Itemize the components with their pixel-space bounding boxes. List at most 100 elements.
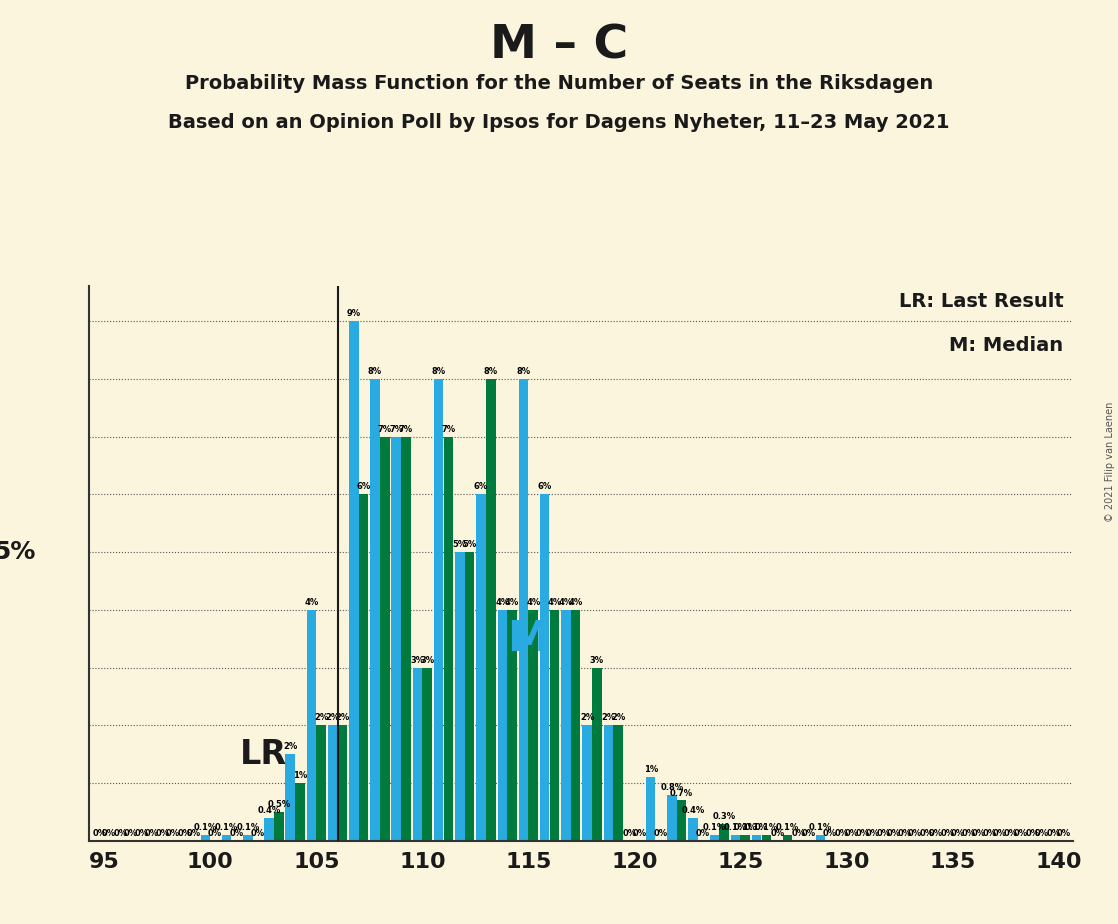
Bar: [667, 795, 676, 841]
Bar: [264, 818, 274, 841]
Text: 0.1%: 0.1%: [808, 823, 832, 833]
Text: 0%: 0%: [208, 829, 222, 838]
Text: M: Median: M: Median: [949, 336, 1063, 356]
Text: 0.4%: 0.4%: [682, 806, 704, 815]
Text: 4%: 4%: [569, 598, 582, 607]
Text: 0.1%: 0.1%: [733, 823, 757, 833]
Text: Based on an Opinion Poll by Ipsos for Dagens Nyheter, 11–23 May 2021: Based on an Opinion Poll by Ipsos for Da…: [168, 113, 950, 132]
Text: 0%: 0%: [155, 829, 170, 838]
Bar: [752, 835, 761, 841]
Text: 2%: 2%: [601, 713, 615, 723]
Text: 0%: 0%: [770, 829, 785, 838]
Text: 6%: 6%: [538, 482, 552, 492]
Text: 0%: 0%: [919, 829, 934, 838]
Text: 0.1%: 0.1%: [215, 823, 238, 833]
Text: 0%: 0%: [983, 829, 997, 838]
Text: 0%: 0%: [144, 829, 159, 838]
Text: M: M: [508, 618, 549, 660]
Text: 1%: 1%: [644, 765, 657, 774]
Text: 0.1%: 0.1%: [776, 823, 799, 833]
Text: 2%: 2%: [325, 713, 340, 723]
Text: 0%: 0%: [940, 829, 955, 838]
Bar: [200, 835, 210, 841]
Text: © 2021 Filip van Laenen: © 2021 Filip van Laenen: [1105, 402, 1115, 522]
Text: 0.1%: 0.1%: [745, 823, 768, 833]
Bar: [359, 494, 368, 841]
Bar: [349, 322, 359, 841]
Text: 0%: 0%: [961, 829, 976, 838]
Bar: [476, 494, 486, 841]
Text: 0%: 0%: [229, 829, 244, 838]
Text: 8%: 8%: [368, 367, 382, 376]
Bar: [444, 437, 453, 841]
Text: 0.3%: 0.3%: [712, 811, 736, 821]
Text: 1%: 1%: [293, 772, 307, 780]
Text: 0%: 0%: [834, 829, 849, 838]
Text: 8%: 8%: [432, 367, 446, 376]
Bar: [529, 610, 538, 841]
Text: 0%: 0%: [972, 829, 986, 838]
Text: 0.1%: 0.1%: [193, 823, 217, 833]
Text: 5%: 5%: [463, 541, 476, 549]
Text: 0.4%: 0.4%: [257, 806, 281, 815]
Text: 0%: 0%: [898, 829, 912, 838]
Text: 4%: 4%: [548, 598, 561, 607]
Text: 0%: 0%: [950, 829, 965, 838]
Bar: [423, 667, 432, 841]
Text: 7%: 7%: [378, 425, 392, 433]
Text: 2%: 2%: [314, 713, 329, 723]
Bar: [561, 610, 570, 841]
Text: 2%: 2%: [580, 713, 594, 723]
Bar: [550, 610, 559, 841]
Text: 8%: 8%: [517, 367, 531, 376]
Bar: [391, 437, 401, 841]
Text: 0%: 0%: [632, 829, 646, 838]
Bar: [689, 818, 698, 841]
Bar: [731, 835, 740, 841]
Bar: [676, 800, 686, 841]
Text: 0%: 0%: [165, 829, 180, 838]
Bar: [740, 835, 750, 841]
Text: 0.5%: 0.5%: [267, 800, 291, 809]
Text: 0%: 0%: [1014, 829, 1027, 838]
Text: 9%: 9%: [347, 310, 361, 318]
Text: 0%: 0%: [929, 829, 944, 838]
Text: 0%: 0%: [865, 829, 880, 838]
Bar: [316, 725, 326, 841]
Text: 0%: 0%: [823, 829, 837, 838]
Text: 0%: 0%: [844, 829, 859, 838]
Bar: [306, 610, 316, 841]
Text: 0%: 0%: [908, 829, 922, 838]
Text: LR: Last Result: LR: Last Result: [899, 292, 1063, 311]
Text: 4%: 4%: [505, 598, 519, 607]
Text: 0%: 0%: [114, 829, 127, 838]
Text: 3%: 3%: [590, 656, 604, 664]
Text: 6%: 6%: [474, 482, 489, 492]
Text: M – C: M – C: [490, 23, 628, 68]
Text: Probability Mass Function for the Number of Seats in the Riksdagen: Probability Mass Function for the Number…: [184, 74, 934, 93]
Bar: [380, 437, 389, 841]
Text: 3%: 3%: [410, 656, 425, 664]
Text: 0%: 0%: [695, 829, 710, 838]
Bar: [434, 379, 444, 841]
Bar: [815, 835, 825, 841]
Text: 0%: 0%: [1004, 829, 1018, 838]
Text: 0.8%: 0.8%: [661, 783, 683, 792]
Bar: [274, 812, 284, 841]
Bar: [413, 667, 423, 841]
Bar: [508, 610, 517, 841]
Bar: [761, 835, 771, 841]
Text: 0%: 0%: [877, 829, 891, 838]
Bar: [519, 379, 528, 841]
Bar: [486, 379, 495, 841]
Bar: [719, 823, 729, 841]
Bar: [465, 553, 474, 841]
Bar: [338, 725, 348, 841]
Text: 0%: 0%: [1046, 829, 1061, 838]
Bar: [328, 725, 338, 841]
Text: 4%: 4%: [495, 598, 510, 607]
Text: 0%: 0%: [623, 829, 636, 838]
Text: 4%: 4%: [559, 598, 574, 607]
Bar: [221, 835, 231, 841]
Bar: [243, 835, 253, 841]
